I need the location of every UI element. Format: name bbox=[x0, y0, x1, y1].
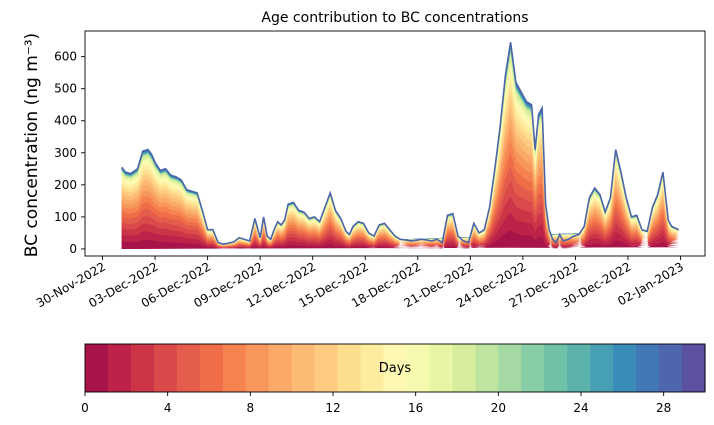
colorbar-tick-label: 4 bbox=[164, 401, 172, 415]
chart-title: Age contribution to BC concentrations bbox=[261, 10, 528, 26]
colorbar-cell bbox=[314, 344, 339, 392]
y-tick-label: 100 bbox=[54, 210, 77, 224]
colorbar-tick-label: 24 bbox=[573, 401, 588, 415]
age-contribution-areas bbox=[121, 42, 679, 249]
age-layer-0 bbox=[121, 230, 679, 249]
colorbar-cell bbox=[245, 344, 270, 392]
y-tick-label: 400 bbox=[54, 114, 77, 128]
colorbar-cell bbox=[291, 344, 316, 392]
plot-area bbox=[84, 30, 706, 257]
colorbar-cell bbox=[544, 344, 568, 392]
y-axis-ticks: 0 100 200 300 400 500 600 bbox=[54, 50, 85, 256]
colorbar-tick-label: 8 bbox=[247, 401, 255, 415]
y-tick-label: 500 bbox=[54, 82, 77, 96]
colorbar-cell bbox=[613, 344, 637, 392]
colorbar-cell bbox=[130, 344, 155, 392]
colorbar-cell bbox=[521, 344, 545, 392]
colorbar-cell bbox=[107, 344, 132, 392]
colorbar-cell bbox=[475, 344, 499, 392]
colorbar-cell bbox=[452, 344, 476, 392]
colorbar-tick-label: 28 bbox=[656, 401, 671, 415]
colorbar-cell bbox=[337, 344, 362, 392]
colorbar-tick-label: 0 bbox=[81, 401, 89, 415]
colorbar-cell bbox=[567, 344, 591, 392]
colorbar-cell bbox=[590, 344, 614, 392]
y-axis-label: BC concentration (ng m⁻³) bbox=[22, 33, 42, 257]
series-line-total-bc bbox=[121, 42, 680, 245]
colorbar-cell bbox=[498, 344, 522, 392]
y-tick-label: 600 bbox=[54, 50, 77, 64]
colorbar-cell bbox=[222, 344, 247, 392]
colorbar-cell bbox=[153, 344, 178, 392]
colorbar-cell bbox=[268, 344, 293, 392]
colorbar-tick-label: 20 bbox=[491, 401, 506, 415]
y-tick-label: 0 bbox=[69, 242, 77, 256]
colorbar-cell bbox=[360, 344, 385, 392]
plot-frame bbox=[84, 30, 706, 257]
colorbar-cell bbox=[199, 344, 224, 392]
colorbar-cell bbox=[85, 344, 109, 392]
colorbar-cell bbox=[636, 344, 660, 392]
colorbar-cell bbox=[176, 344, 201, 392]
y-tick-label: 300 bbox=[54, 146, 77, 160]
colorbar-cells bbox=[85, 344, 706, 392]
colorbar-frame bbox=[84, 343, 706, 393]
colorbar-tick-label: 16 bbox=[408, 401, 423, 415]
y-tick-label: 200 bbox=[54, 178, 77, 192]
colorbar: Days 0 4 8 12 16 20 24 28 bbox=[81, 343, 706, 415]
colorbar-ticks: 0 4 8 12 16 20 24 28 bbox=[81, 392, 671, 415]
colorbar-cell bbox=[383, 344, 408, 392]
colorbar-cell bbox=[659, 344, 683, 392]
x-axis-ticks: 30-Nov-202203-Dec-202206-Dec-202209-Dec-… bbox=[34, 256, 686, 310]
colorbar-cell bbox=[682, 344, 706, 392]
colorbar-cell bbox=[406, 344, 431, 392]
colorbar-label: Days bbox=[379, 361, 412, 376]
colorbar-tick-label: 12 bbox=[325, 401, 340, 415]
colorbar-cell bbox=[429, 344, 454, 392]
